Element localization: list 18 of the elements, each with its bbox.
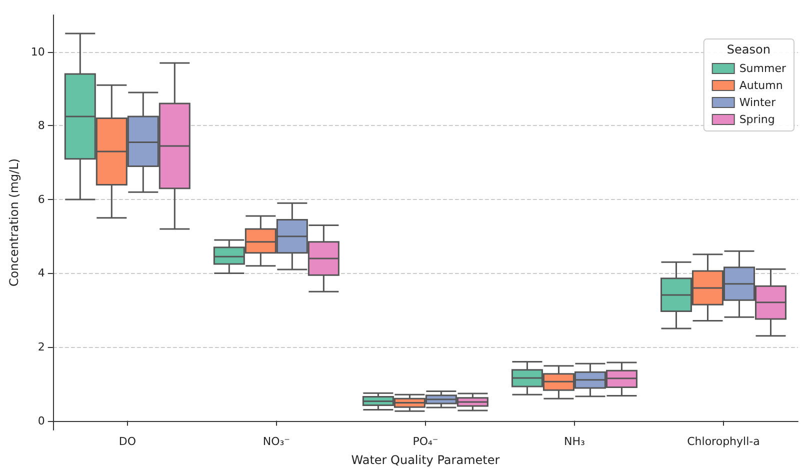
legend-label: Spring <box>739 113 775 126</box>
y-tick-label: 0 <box>38 414 45 428</box>
y-tick-label: 8 <box>38 119 45 132</box>
y-tick-label: 4 <box>38 266 45 280</box>
legend-label: Summer <box>739 62 786 75</box>
legend-title: Season <box>726 42 770 56</box>
y-tick-label: 2 <box>38 340 45 354</box>
legend-label: Winter <box>739 96 776 109</box>
x-tick-label: Chlorophyll-a <box>687 435 760 448</box>
y-tick-label: 10 <box>30 45 45 58</box>
x-tick-label: DO <box>118 435 136 448</box>
y-axis-title: Concentration (mg/L) <box>7 158 21 287</box>
x-tick-label: NH₃ <box>564 435 585 448</box>
legend-label: Autumn <box>739 79 783 92</box>
x-tick-label: NO₃⁻ <box>262 435 290 448</box>
y-tick-label: 6 <box>38 192 45 206</box>
x-tick-label: PO₄⁻ <box>412 435 438 448</box>
x-axis-title: Water Quality Parameter <box>351 453 500 467</box>
